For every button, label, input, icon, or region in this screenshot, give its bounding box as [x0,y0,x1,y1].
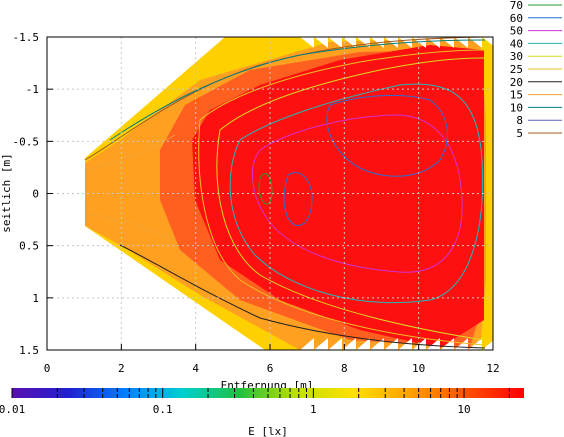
x-tick-label: 10 [412,362,425,375]
edge-tooth-top [440,37,454,48]
edge-tooth-top [342,37,356,48]
x-tick-label: 0 [44,362,51,375]
contour-lines [84,37,486,349]
edge-tooth-bottom [300,338,314,350]
legend-label: 60 [510,12,523,25]
y-tick-label: 0 [32,188,39,201]
edge-tooth-bottom [328,338,342,350]
colorbar-tick-label: 0.1 [153,403,173,416]
legend-label: 40 [510,37,523,50]
y-tick-label: 0.5 [19,240,39,253]
contour-60 [283,94,448,226]
edge-tooth-top [384,37,398,48]
legend-label: 20 [510,76,523,89]
y-tick-label: -1 [26,83,39,96]
legend-label: 8 [516,114,523,127]
contour-25 [198,49,485,346]
contour-30 [216,57,485,341]
y-axis-ticks: -1.5 -1 -0.5 0 0.5 1 1.5 [13,31,53,357]
edge-tooth-top [314,37,328,48]
edge-tooth-bottom [342,338,356,350]
contour-15 [87,134,176,241]
edge-tooth-top [328,37,342,48]
edge-tooth-bottom [426,338,440,350]
y-tick-label: 1.5 [19,344,39,357]
colorbar-tick-label: 10 [457,403,470,416]
edge-tooth-top [300,37,314,48]
y-tick-label: -1.5 [13,31,40,44]
x-tick-label: 8 [341,362,348,375]
legend-label: 10 [510,101,523,114]
edge-tooth-bottom [398,338,412,350]
legend-label: 50 [510,25,523,38]
x-tick-label: 2 [118,362,125,375]
edge-tooth-bottom [482,340,493,350]
legend-label: 25 [510,63,523,76]
legend-label: 15 [510,89,523,102]
x-tick-label: 4 [192,362,199,375]
x-axis-ticks: 0 2 4 6 8 10 12 [44,344,500,375]
edge-tooth-top [356,37,370,48]
contour-40 [229,83,484,303]
grid-lines [47,37,493,350]
contour-20 [119,244,486,349]
colorbar-label: E [lx] [248,425,288,437]
y-tick-label: -0.5 [13,135,40,148]
colorbar [12,388,524,398]
y-axis-label: seitlich [m] [0,153,13,232]
edge-tooth-top [482,37,493,46]
edge-tooth-bottom [314,338,328,350]
legend-label: 70 [510,0,523,12]
legend-label: 5 [516,127,523,140]
contour-10 [109,39,486,141]
colorbar-tick-label: 1 [310,403,317,416]
y-tick-label: 1 [32,292,39,305]
edge-tooth-bottom [356,338,370,350]
contour-70 [258,173,273,205]
legend-label: 30 [510,50,523,63]
x-tick-label: 6 [267,362,274,375]
edge-tooth-top [426,37,440,48]
colorbar-ticks: 0.01 0.1 1 10 [0,388,510,416]
colorbar-tick-label: 0.01 [0,403,25,416]
x-tick-label: 12 [486,362,499,375]
edge-tooth-bottom [384,338,398,350]
